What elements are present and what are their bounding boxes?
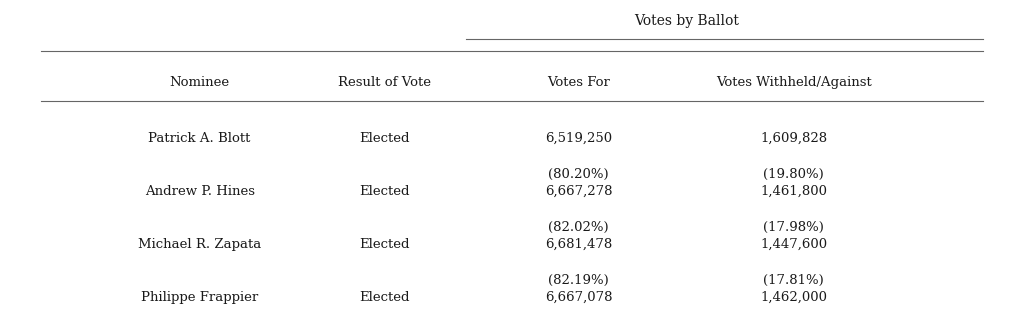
- Text: 1,461,800: 1,461,800: [760, 185, 827, 198]
- Text: Votes For: Votes For: [547, 76, 610, 89]
- Text: 1,462,000: 1,462,000: [760, 291, 827, 304]
- Text: 6,681,478: 6,681,478: [545, 238, 612, 251]
- Text: (80.20%): (80.20%): [548, 168, 609, 181]
- Text: Patrick A. Blott: Patrick A. Blott: [148, 132, 251, 145]
- Text: Elected: Elected: [358, 185, 410, 198]
- Text: Elected: Elected: [358, 132, 410, 145]
- Text: (17.98%): (17.98%): [763, 221, 824, 234]
- Text: Elected: Elected: [358, 238, 410, 251]
- Text: Result of Vote: Result of Vote: [338, 76, 430, 89]
- Text: Michael R. Zapata: Michael R. Zapata: [138, 238, 261, 251]
- Text: 6,667,078: 6,667,078: [545, 291, 612, 304]
- Text: (17.81%): (17.81%): [763, 274, 824, 287]
- Text: 1,447,600: 1,447,600: [760, 238, 827, 251]
- Text: Nominee: Nominee: [170, 76, 229, 89]
- Text: (82.02%): (82.02%): [548, 221, 609, 234]
- Text: 6,519,250: 6,519,250: [545, 132, 612, 145]
- Text: (82.19%): (82.19%): [548, 274, 609, 287]
- Text: Philippe Frappier: Philippe Frappier: [141, 291, 258, 304]
- Text: Elected: Elected: [358, 291, 410, 304]
- Text: 6,667,278: 6,667,278: [545, 185, 612, 198]
- Text: Votes by Ballot: Votes by Ballot: [634, 14, 738, 28]
- Text: Andrew P. Hines: Andrew P. Hines: [144, 185, 255, 198]
- Text: Votes Withheld/Against: Votes Withheld/Against: [716, 76, 871, 89]
- Text: 1,609,828: 1,609,828: [760, 132, 827, 145]
- Text: (19.80%): (19.80%): [763, 168, 824, 181]
